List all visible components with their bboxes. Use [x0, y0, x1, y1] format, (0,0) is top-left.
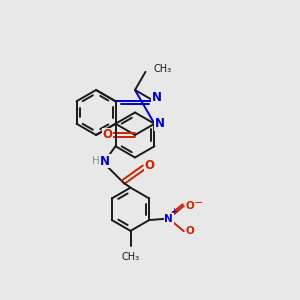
Text: N: N: [155, 117, 165, 130]
Text: O: O: [102, 128, 112, 142]
Text: O: O: [186, 201, 195, 211]
Text: +: +: [170, 208, 178, 216]
Text: N: N: [152, 91, 162, 104]
Text: CH₃: CH₃: [153, 64, 171, 74]
Text: H: H: [92, 156, 100, 166]
Text: −: −: [194, 198, 203, 208]
Text: N: N: [100, 155, 110, 168]
Text: O: O: [144, 159, 154, 172]
Text: N: N: [164, 214, 173, 224]
Text: CH₃: CH₃: [122, 252, 140, 262]
Text: O: O: [186, 226, 195, 236]
